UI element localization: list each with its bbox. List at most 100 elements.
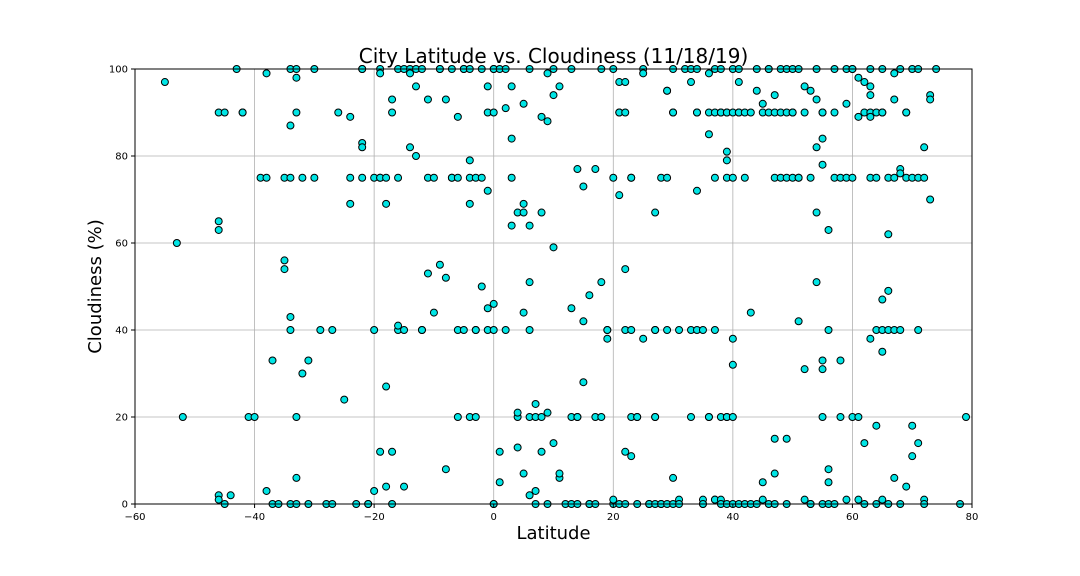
data-point [579,317,588,326]
data-point [651,208,660,217]
data-point [310,173,319,182]
data-point [758,99,767,108]
data-point [824,225,833,234]
x-tick-label: −60 [124,512,145,523]
data-point [567,304,576,313]
data-point [854,495,863,504]
x-tick-label: 20 [607,512,620,523]
data-point [519,199,528,208]
data-point [746,308,755,317]
x-tick-label: 0 [491,512,497,523]
data-point [710,173,719,182]
data-point [489,326,498,334]
data-point [890,95,899,104]
data-point [621,108,630,117]
data-point [920,143,929,152]
data-point [878,295,887,304]
data-point [394,321,403,330]
data-point [334,108,343,117]
data-point [483,186,492,195]
data-point [513,443,522,452]
data-point [800,365,809,374]
data-point [728,173,737,182]
data-point [555,469,564,478]
data-point [280,265,289,274]
data-point [770,91,779,100]
data-point [579,378,588,387]
data-point [328,326,337,334]
data-points [160,65,971,508]
data-point [573,413,582,421]
data-point [286,312,295,321]
data-point [388,95,397,104]
data-point [292,413,301,421]
data-point [262,69,271,78]
data-point [722,147,731,156]
data-point [394,173,403,182]
y-tick-label: 60 [115,239,128,250]
data-point [740,173,749,182]
data-point [435,260,444,269]
data-point [358,143,367,152]
data-point [896,326,905,334]
data-point [376,447,385,456]
data-point [878,108,887,117]
data-point [800,495,809,504]
data-point [537,447,546,456]
data-point [728,360,737,369]
data-point [507,82,516,91]
data-point [824,326,833,334]
data-point [818,356,827,365]
data-point [890,173,899,182]
data-point [525,278,534,287]
data-point [812,95,821,104]
data-point [489,299,498,308]
data-point [220,108,229,117]
data-point [262,486,271,495]
data-point [423,269,432,278]
data-point [376,69,385,78]
data-point [692,108,701,117]
data-point [238,108,247,117]
data-point [627,173,636,182]
x-tick-label: 60 [846,512,859,523]
data-point [591,165,600,174]
data-point [292,473,301,482]
y-tick-label: 20 [115,413,128,424]
data-point [818,134,827,143]
data-point [746,108,755,117]
data-point [531,486,540,495]
data-point [382,382,391,391]
data-point [824,478,833,487]
data-point [908,421,917,430]
data-point [597,413,606,421]
data-point [860,439,869,448]
data-point [704,413,713,421]
data-point [818,365,827,374]
data-point [226,491,235,500]
data-point [920,173,929,182]
data-point [423,95,432,104]
x-tick-label: 40 [726,512,739,523]
data-point [806,86,815,95]
data-point [388,447,397,456]
data-point [824,465,833,474]
data-point [406,143,415,152]
data-point [465,156,474,165]
data-point [854,73,863,82]
data-point [704,130,713,139]
data-point [854,112,863,121]
y-axis-label: Cloudiness (%) [85,219,106,354]
data-point [346,173,355,182]
data-point [926,95,935,104]
data-point [698,326,707,334]
data-point [298,369,307,378]
data-point [477,173,486,182]
data-point [178,413,187,421]
data-point [172,239,181,247]
data-point [812,278,821,287]
data-point [663,326,672,334]
data-point [501,326,510,334]
data-point [411,152,420,160]
